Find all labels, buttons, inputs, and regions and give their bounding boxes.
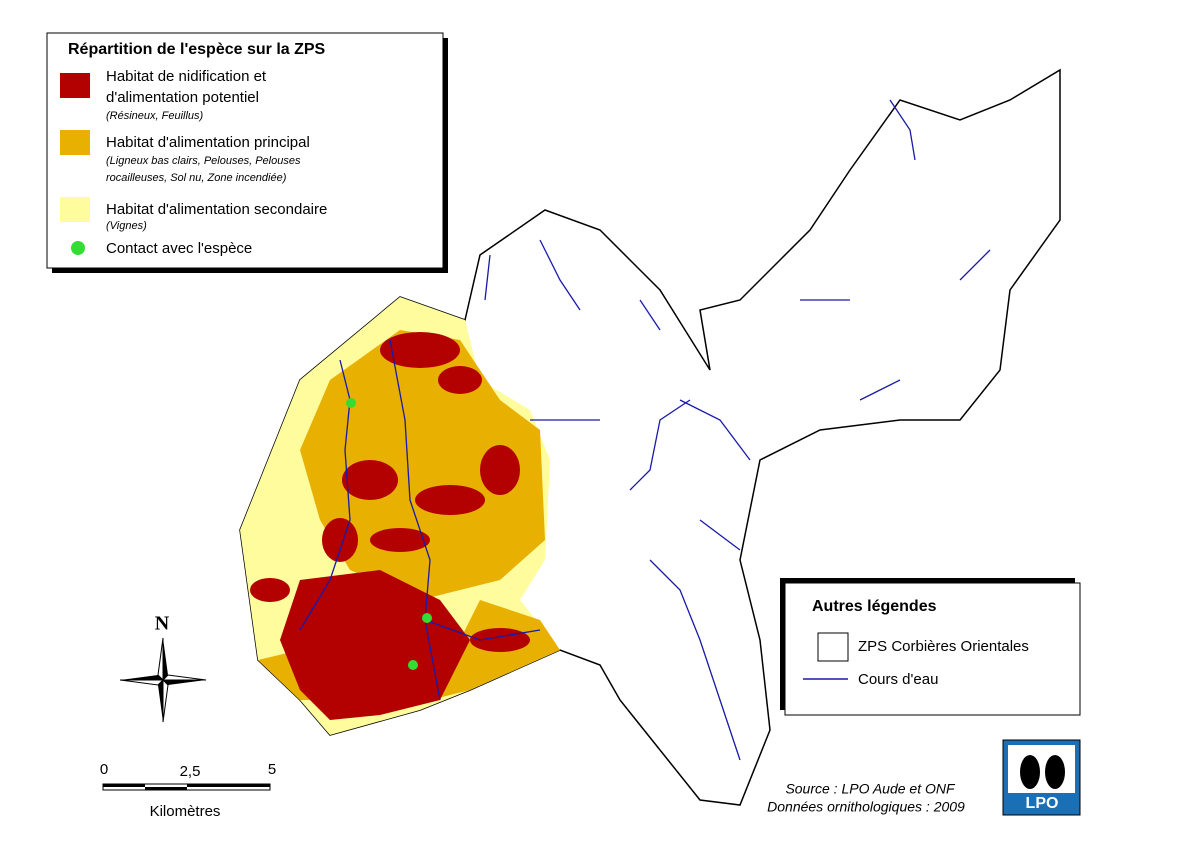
scale-segment (187, 784, 270, 787)
habitat-patch (342, 460, 398, 500)
north-label: N (155, 613, 170, 635)
swatch-principal (60, 130, 90, 155)
scale-segment (103, 784, 145, 787)
arrow-part (163, 680, 206, 685)
source: Source : LPO Aude et ONF (785, 781, 956, 797)
logo-panel (1008, 745, 1075, 793)
legend-title: Autres légendes (812, 598, 937, 615)
habitat-patch (480, 445, 520, 495)
river (859, 379, 901, 401)
legend-label: d'alimentation potentiel (106, 89, 259, 106)
legend-note: rocailleuses, Sol nu, Zone incendiée) (106, 172, 287, 184)
logo-bird (1020, 755, 1040, 789)
habitat-patch (300, 330, 545, 600)
habitat-patch (322, 518, 358, 562)
legend-title: Répartition de l'espèce sur la ZPS (68, 41, 326, 58)
scale-unit: Kilomètres (150, 803, 221, 820)
habitat-patch (415, 485, 485, 515)
legend-label: Cours d'eau (858, 671, 938, 688)
arrow-part (158, 680, 163, 722)
legend-note: (Vignes) (106, 220, 147, 232)
rivers (299, 99, 991, 761)
logo-text: LPO (1026, 795, 1059, 812)
river (699, 519, 741, 551)
river (639, 299, 661, 331)
legend-label: Contact avec l'espèce (106, 240, 252, 257)
legend-note: (Ligneux bas clairs, Pelouses, Pelouses (106, 155, 301, 167)
legend-box (46, 32, 444, 269)
river (649, 559, 741, 761)
legend-note: (Résineux, Feuillus) (106, 110, 204, 122)
scale-label: 5 (268, 761, 276, 778)
scale-segment (145, 787, 187, 790)
river (959, 249, 991, 281)
river (889, 99, 916, 161)
swatch-nesting (60, 73, 90, 98)
river (629, 399, 691, 491)
habitat-patch (380, 332, 460, 368)
swatch-zps (817, 632, 849, 662)
habitat-patch (280, 570, 470, 720)
legend-label: Habitat d'alimentation secondaire (106, 201, 327, 218)
swatch-secondary (60, 197, 90, 222)
arrow-part (120, 675, 163, 680)
contact-point (422, 613, 432, 623)
habitat-patch (438, 366, 482, 394)
legend-label: ZPS Corbières Orientales (858, 638, 1029, 655)
river (679, 399, 751, 461)
river (539, 239, 581, 311)
logo-bird (1045, 755, 1065, 789)
contact-point (346, 398, 356, 408)
arrow-part (161, 674, 207, 681)
river (484, 254, 491, 301)
north-arrow (119, 637, 207, 723)
arrow-part (163, 638, 168, 680)
legend-label: Habitat d'alimentation principal (106, 134, 310, 151)
habitat-patch (370, 528, 430, 552)
river (389, 339, 441, 701)
scale-label: 2,5 (180, 763, 201, 780)
contact-point (408, 660, 418, 670)
river (299, 359, 351, 631)
river (424, 619, 541, 641)
habitat-nesting (250, 332, 530, 720)
scale-label: 0 (100, 761, 108, 778)
arrow-part (119, 679, 165, 686)
habitat-patch (250, 578, 290, 602)
swatch-contact (71, 241, 85, 255)
source: Données ornithologiques : 2009 (767, 799, 965, 815)
legend-label: Habitat de nidification et (106, 68, 267, 85)
